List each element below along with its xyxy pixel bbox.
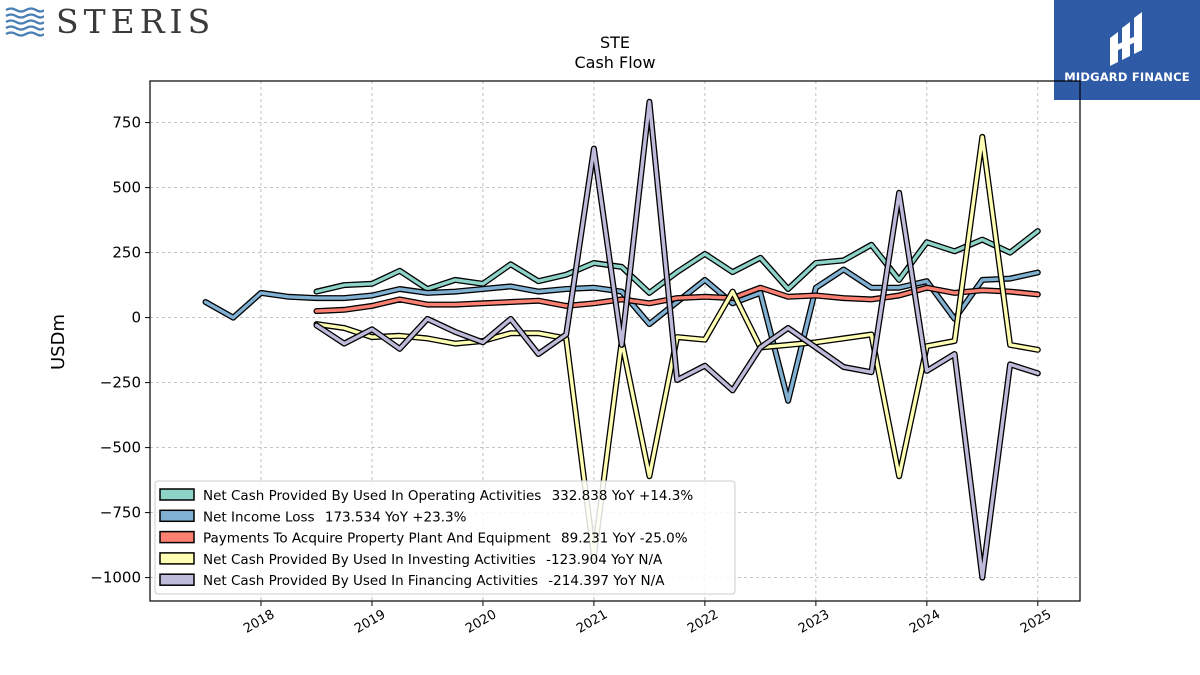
series-line-operating — [314, 229, 1040, 295]
legend-label: Net Income Loss 173.534 YoY +23.3% — [203, 509, 467, 525]
series-net_income — [202, 266, 1041, 404]
legend-label: Net Cash Provided By Used In Operating A… — [203, 488, 693, 504]
series-line-financing — [314, 100, 1040, 580]
x-tick-label: 2019 — [352, 607, 388, 637]
legend-series-value: -123.904 YoY N/A — [542, 552, 663, 568]
series-capex — [313, 284, 1041, 315]
legend-series-value: 173.534 YoY +23.3% — [321, 509, 467, 525]
y-tick-label: −750 — [100, 504, 141, 522]
plot-frame — [149, 80, 1081, 602]
x-tick-label: 2024 — [907, 607, 943, 637]
legend-item-capex: Payments To Acquire Property Plant And E… — [159, 530, 688, 547]
x-tick-label: 2023 — [796, 607, 832, 637]
legend-item-net_income: Net Income Loss 173.534 YoY +23.3% — [159, 509, 467, 525]
legend-label: Net Cash Provided By Used In Investing A… — [203, 552, 663, 568]
steris-wave-icon — [5, 6, 44, 37]
midgard-finance-logo: MIDGARD FINANCE — [1054, 0, 1200, 100]
legend-swatch — [159, 552, 195, 565]
midgard-emblem-icon — [1110, 12, 1142, 66]
legend-swatch — [159, 573, 195, 586]
y-tick-label: −500 — [100, 439, 141, 457]
y-tick-label: 250 — [112, 244, 141, 262]
y-tick-label: 500 — [112, 179, 141, 197]
chart-subtitle: Cash Flow — [574, 53, 655, 72]
x-tick-label: 2022 — [685, 607, 721, 637]
series-line-capex — [314, 286, 1040, 313]
legend-swatch — [159, 509, 195, 523]
legend-item-financing: Net Cash Provided By Used In Financing A… — [159, 573, 665, 589]
series-investing — [313, 133, 1041, 560]
legend-series-name: Net Cash Provided By Used In Financing A… — [203, 573, 538, 589]
series-line-investing — [314, 135, 1040, 559]
midgard-brand-text: MIDGARD FINANCE — [1064, 70, 1190, 84]
legend-series-name: Net Cash Provided By Used In Operating A… — [203, 488, 541, 504]
steris-wordmark: STERIS — [56, 2, 216, 41]
legend-swatch — [159, 488, 195, 501]
legend-item-investing: Net Cash Provided By Used In Investing A… — [159, 552, 663, 568]
legend-label: Payments To Acquire Property Plant And E… — [203, 531, 688, 547]
legend-label: Net Cash Provided By Used In Financing A… — [203, 573, 665, 589]
legend: Net Cash Provided By Used In Operating A… — [154, 480, 736, 595]
legend-swatch — [159, 530, 195, 544]
legend-series-value: 89.231 YoY -25.0% — [557, 531, 688, 547]
series-operating — [313, 228, 1041, 296]
y-tick-label: 0 — [131, 309, 141, 327]
series-line-net_income — [203, 267, 1040, 403]
y-tick-label: −1000 — [90, 569, 141, 587]
legend-series-name: Payments To Acquire Property Plant And E… — [203, 531, 551, 547]
x-tick-label: 2025 — [1018, 607, 1054, 637]
x-tick-label: 2018 — [241, 607, 277, 637]
x-tick-label: 2020 — [463, 607, 499, 637]
y-tick-label: −250 — [100, 374, 141, 392]
y-axis-label: USDm — [48, 314, 69, 370]
y-tick-label: 750 — [112, 114, 141, 132]
chart-title: STE — [600, 33, 630, 52]
steris-logo: STERIS — [4, 2, 215, 41]
series-financing — [313, 98, 1041, 581]
legend-series-name: Net Cash Provided By Used In Investing A… — [203, 552, 536, 568]
legend-series-name: Net Income Loss — [203, 509, 315, 525]
legend-box — [154, 480, 736, 595]
legend-series-value: 332.838 YoY +14.3% — [547, 488, 693, 504]
legend-series-value: -214.397 YoY N/A — [544, 573, 665, 589]
legend-item-operating: Net Cash Provided By Used In Operating A… — [159, 488, 693, 504]
series-lines — [202, 98, 1041, 581]
x-tick-label: 2021 — [574, 607, 610, 637]
